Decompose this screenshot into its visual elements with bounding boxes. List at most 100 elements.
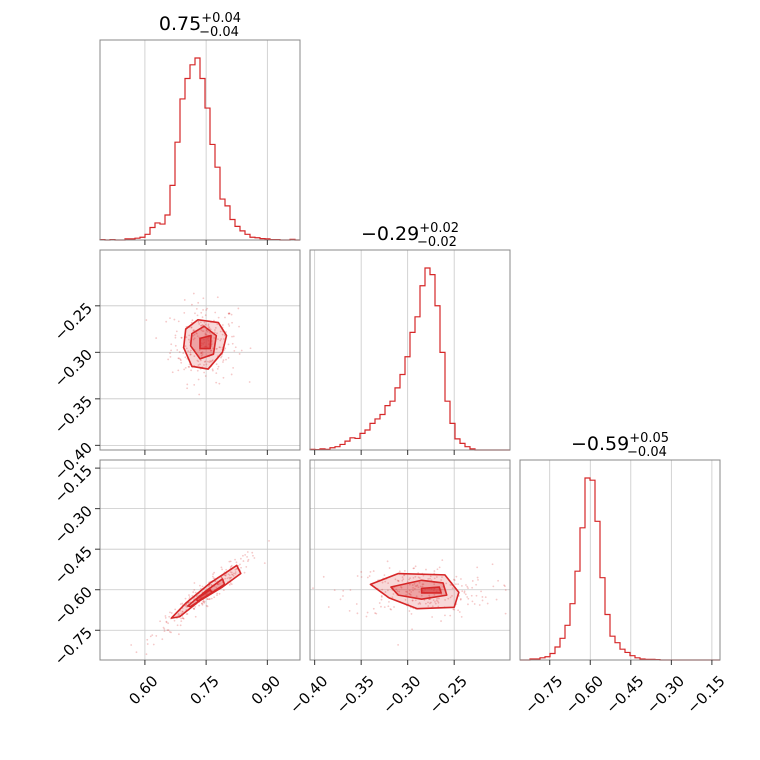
sample-point <box>216 347 218 350</box>
sample-point <box>211 359 214 362</box>
sample-point <box>224 574 227 577</box>
sample-point <box>180 336 183 339</box>
sample-point <box>207 325 210 327</box>
sample-point <box>206 598 209 600</box>
sample-point <box>409 577 411 580</box>
sample-point <box>193 355 196 357</box>
sample-point <box>192 334 194 337</box>
histogram-step <box>309 267 510 451</box>
sample-point <box>198 393 201 396</box>
sample-point <box>217 583 219 585</box>
sample-point <box>177 633 180 636</box>
sample-point <box>164 615 167 617</box>
x-tick-label: −0.75 <box>521 672 566 717</box>
sample-point <box>214 580 217 583</box>
sample-point <box>234 571 237 574</box>
sample-point <box>202 600 205 603</box>
sample-point <box>389 608 392 610</box>
sample-point <box>208 598 211 600</box>
sample-point <box>216 367 219 370</box>
sample-point <box>459 598 462 601</box>
sample-point <box>204 333 207 336</box>
sample-point <box>375 612 378 615</box>
sample-point <box>235 567 238 570</box>
sample-point <box>473 603 476 605</box>
sample-point <box>167 358 170 361</box>
sample-point <box>204 360 207 363</box>
sample-point <box>190 369 193 372</box>
sample-point <box>197 301 200 304</box>
sample-point <box>216 583 219 586</box>
sample-point <box>436 597 439 600</box>
sample-point <box>203 364 205 366</box>
sample-point <box>195 595 198 598</box>
sample-point <box>201 316 204 319</box>
sample-point <box>202 297 205 300</box>
sample-point <box>220 338 223 340</box>
sample-point <box>418 601 421 604</box>
sample-point <box>152 643 155 646</box>
sample-point <box>188 596 191 598</box>
sample-point <box>396 579 399 582</box>
sample-point <box>455 583 457 586</box>
sample-point <box>210 584 213 587</box>
sample-point <box>212 573 214 576</box>
sample-point <box>251 551 254 554</box>
sample-point <box>181 610 184 613</box>
sample-point <box>403 574 405 577</box>
sample-point <box>434 602 437 605</box>
sample-point <box>219 339 222 342</box>
sample-point <box>163 630 166 633</box>
sample-point <box>218 346 221 349</box>
sample-point <box>465 584 467 586</box>
sample-point <box>397 580 400 583</box>
sample-point <box>387 589 389 592</box>
sample-point <box>422 583 425 586</box>
sample-point <box>170 343 173 346</box>
y-tick-label: −0.30 <box>51 346 96 391</box>
sample-point <box>196 332 198 335</box>
sample-point <box>199 321 202 324</box>
sample-point <box>180 336 183 339</box>
sample-point <box>232 335 235 338</box>
sample-point <box>411 599 414 602</box>
sample-point <box>460 585 463 587</box>
sample-point <box>217 316 220 319</box>
contour-line-1 <box>182 318 228 370</box>
sample-point <box>395 588 398 591</box>
sample-point <box>458 611 461 613</box>
sample-point <box>155 337 158 339</box>
sample-point <box>247 558 250 561</box>
sample-point <box>457 609 460 612</box>
sample-point <box>380 598 383 601</box>
sample-point <box>190 321 193 324</box>
sample-point <box>386 560 389 563</box>
sample-point <box>246 551 249 553</box>
sample-point <box>222 361 224 363</box>
sample-point <box>427 601 429 604</box>
sample-point <box>234 558 236 561</box>
sample-point <box>182 617 184 620</box>
sample-point <box>441 559 444 562</box>
sample-point <box>196 335 199 338</box>
panel-title-minus: −0.02 <box>417 235 457 250</box>
sample-point <box>210 360 212 363</box>
sample-point <box>445 582 448 585</box>
sample-point <box>202 308 204 311</box>
sample-point <box>210 584 213 586</box>
sample-point <box>178 357 181 360</box>
contour-line-2 <box>189 325 218 360</box>
sample-point <box>411 599 414 602</box>
sample-point <box>461 590 464 593</box>
sample-point <box>181 617 184 619</box>
sample-point <box>225 358 227 361</box>
sample-point <box>176 349 179 351</box>
sample-point <box>397 580 400 582</box>
contour-line-1 <box>369 572 460 610</box>
contour-line-2 <box>186 578 226 608</box>
panel-frame <box>309 249 511 451</box>
sample-point <box>196 369 199 372</box>
sample-point <box>387 582 390 584</box>
sample-point <box>222 359 225 362</box>
sample-point <box>202 330 205 333</box>
